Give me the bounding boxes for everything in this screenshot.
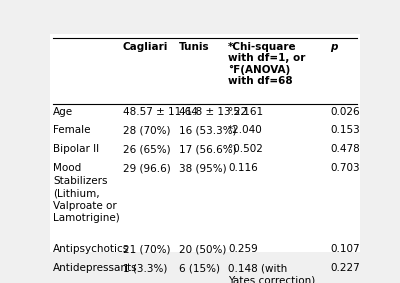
Text: 48.57 ± 11.64: 48.57 ± 11.64 — [123, 106, 198, 117]
Text: 0.148 (with
Yates correction): 0.148 (with Yates correction) — [228, 263, 316, 283]
Text: 21 (70%): 21 (70%) — [123, 244, 170, 254]
Text: 29 (96.6): 29 (96.6) — [123, 163, 170, 173]
Text: 38 (95%): 38 (95%) — [179, 163, 226, 173]
Text: 0.116: 0.116 — [228, 163, 258, 173]
Text: 0.478: 0.478 — [330, 144, 360, 155]
Text: °0.502: °0.502 — [228, 144, 263, 155]
Text: 6 (15%): 6 (15%) — [179, 263, 220, 273]
Text: °5.161: °5.161 — [228, 106, 263, 117]
Text: p: p — [330, 42, 338, 52]
Text: 26 (65%): 26 (65%) — [123, 144, 170, 155]
Text: 16 (53.3%): 16 (53.3%) — [179, 125, 236, 136]
Text: Cagliari: Cagliari — [123, 42, 168, 52]
Text: 41.8 ± 13.22: 41.8 ± 13.22 — [179, 106, 247, 117]
Text: Antipsychotics: Antipsychotics — [53, 244, 129, 254]
Text: 0.107: 0.107 — [330, 244, 360, 254]
Text: Age: Age — [53, 106, 73, 117]
Text: 0.153: 0.153 — [330, 125, 360, 136]
Text: 17 (56.6%): 17 (56.6%) — [179, 144, 236, 155]
Text: Bipolar II: Bipolar II — [53, 144, 99, 155]
Text: Female: Female — [53, 125, 90, 136]
Text: 0.259: 0.259 — [228, 244, 258, 254]
Text: Antidepressants: Antidepressants — [53, 263, 138, 273]
Text: 0.227: 0.227 — [330, 263, 360, 273]
Text: Tunis: Tunis — [179, 42, 209, 52]
Text: 0.703: 0.703 — [330, 163, 360, 173]
Text: 1 (3.3%): 1 (3.3%) — [123, 263, 167, 273]
Text: *2.040: *2.040 — [228, 125, 263, 136]
Text: *Chi-square
with df=1, or
°F(ANOVA)
with df=68: *Chi-square with df=1, or °F(ANOVA) with… — [228, 42, 306, 87]
Text: Mood
Stabilizers
(Lithium,
Valproate or
Lamotrigine): Mood Stabilizers (Lithium, Valproate or … — [53, 163, 120, 223]
Text: 28 (70%): 28 (70%) — [123, 125, 170, 136]
Text: 20 (50%): 20 (50%) — [179, 244, 226, 254]
Text: 0.026: 0.026 — [330, 106, 360, 117]
